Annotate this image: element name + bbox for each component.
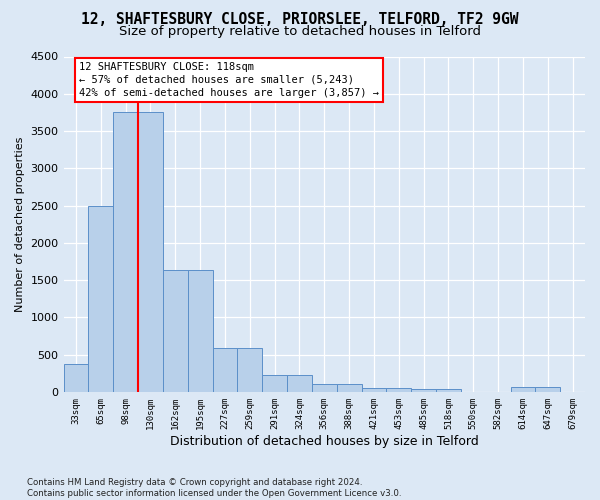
Bar xyxy=(212,348,238,392)
Bar xyxy=(386,388,411,392)
Bar xyxy=(262,374,287,392)
Bar xyxy=(337,384,362,392)
Bar xyxy=(188,270,212,392)
Bar xyxy=(411,389,436,392)
Bar xyxy=(88,206,113,392)
Bar xyxy=(113,112,138,392)
Bar xyxy=(163,270,188,392)
Bar xyxy=(238,348,262,392)
Text: 12 SHAFTESBURY CLOSE: 118sqm
← 57% of detached houses are smaller (5,243)
42% of: 12 SHAFTESBURY CLOSE: 118sqm ← 57% of de… xyxy=(79,62,379,98)
Text: Size of property relative to detached houses in Telford: Size of property relative to detached ho… xyxy=(119,25,481,38)
Bar xyxy=(312,384,337,392)
X-axis label: Distribution of detached houses by size in Telford: Distribution of detached houses by size … xyxy=(170,434,479,448)
Y-axis label: Number of detached properties: Number of detached properties xyxy=(15,136,25,312)
Text: Contains HM Land Registry data © Crown copyright and database right 2024.
Contai: Contains HM Land Registry data © Crown c… xyxy=(27,478,401,498)
Text: 12, SHAFTESBURY CLOSE, PRIORSLEE, TELFORD, TF2 9GW: 12, SHAFTESBURY CLOSE, PRIORSLEE, TELFOR… xyxy=(81,12,519,26)
Bar xyxy=(362,388,386,392)
Bar xyxy=(436,389,461,392)
Bar xyxy=(287,374,312,392)
Bar xyxy=(511,387,535,392)
Bar xyxy=(138,112,163,392)
Bar xyxy=(535,387,560,392)
Bar xyxy=(64,364,88,392)
